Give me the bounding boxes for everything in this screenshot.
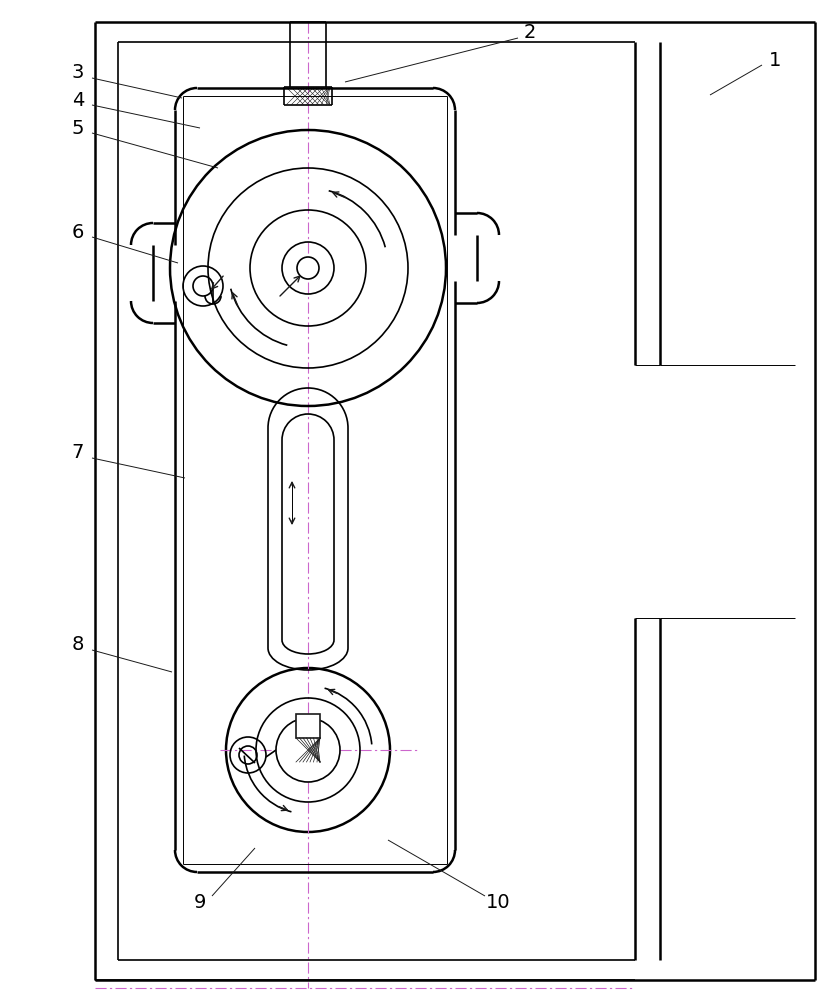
Text: 5: 5 — [72, 118, 84, 137]
Circle shape — [276, 718, 340, 782]
Text: 2: 2 — [524, 22, 536, 41]
Text: 6: 6 — [72, 223, 84, 241]
Text: 4: 4 — [72, 91, 84, 109]
Text: 9: 9 — [194, 892, 206, 912]
Text: 8: 8 — [72, 636, 84, 654]
Text: 10: 10 — [486, 892, 510, 912]
Circle shape — [297, 257, 319, 279]
Bar — [296, 714, 320, 738]
Text: 3: 3 — [72, 62, 84, 82]
Text: 1: 1 — [769, 50, 781, 70]
Text: 7: 7 — [72, 442, 84, 462]
